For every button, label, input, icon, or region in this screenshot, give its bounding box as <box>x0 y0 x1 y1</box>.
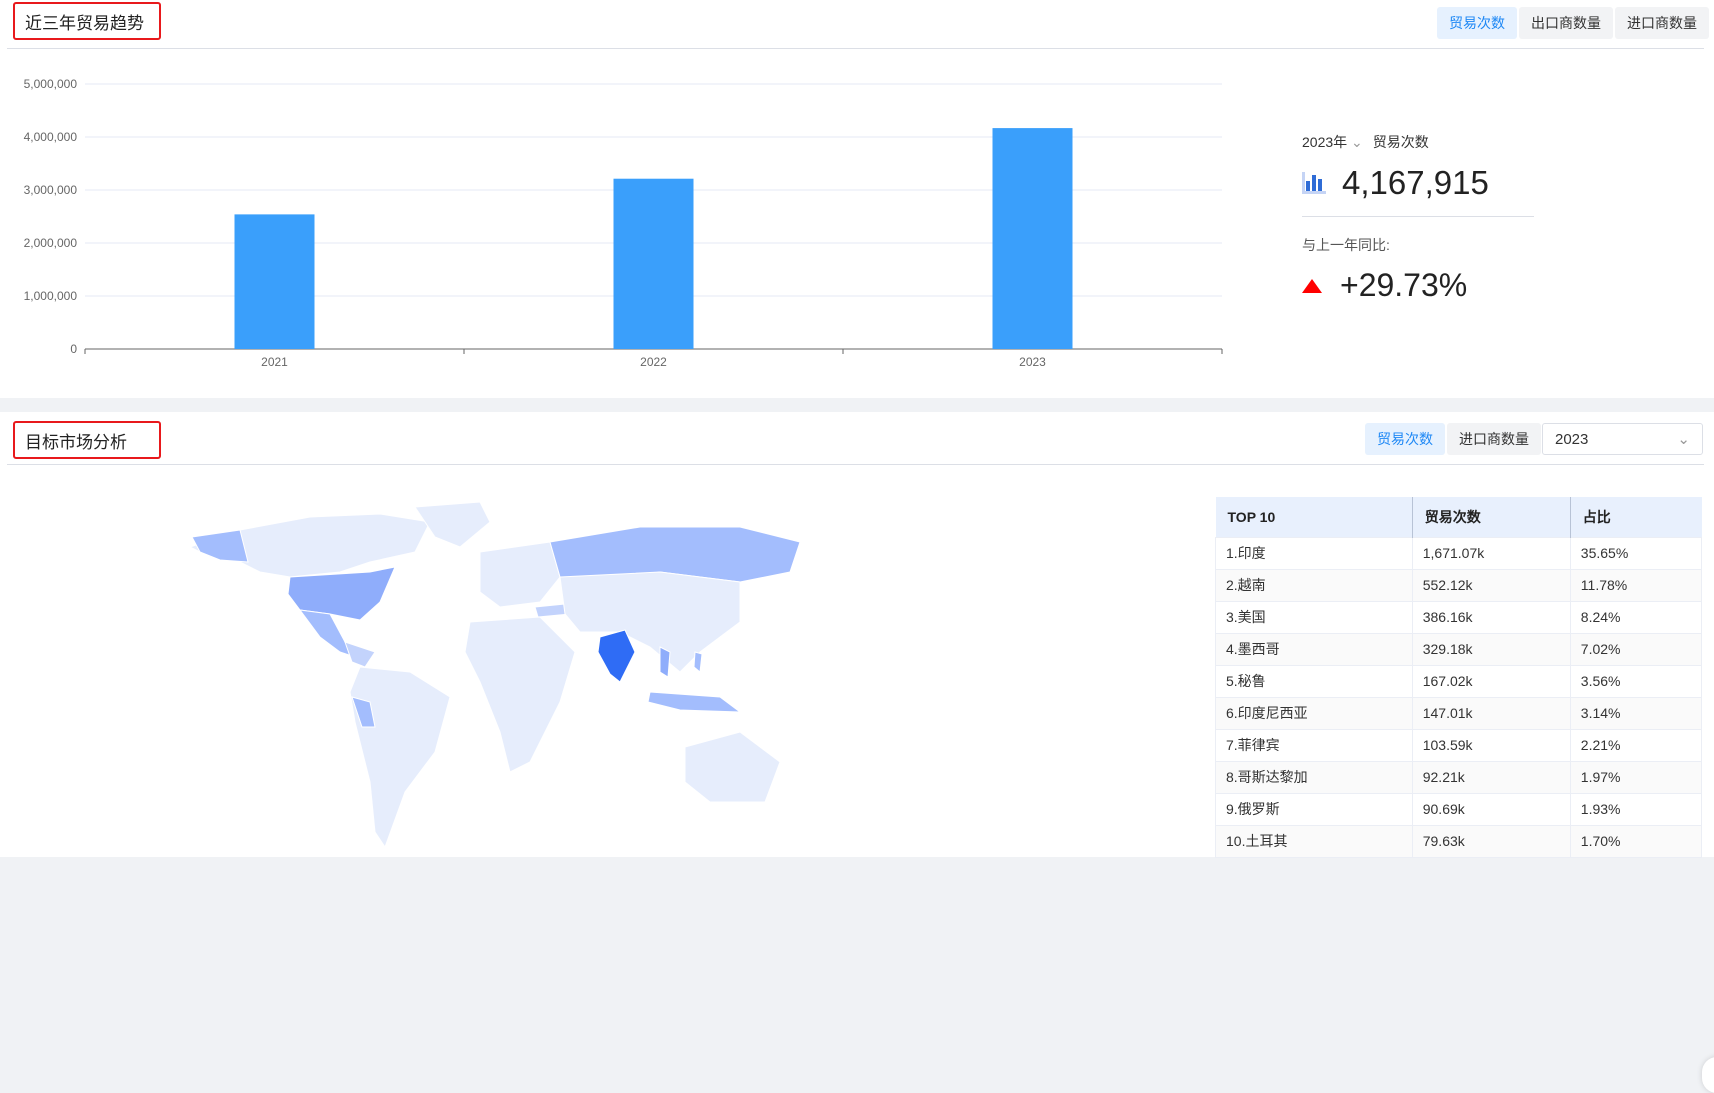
table-row: 3.美国 386.16k 8.24% <box>1215 600 1703 634</box>
country-cell: 7.菲律宾 <box>1215 728 1413 762</box>
tab-exporter-count[interactable]: 出口商数量 <box>1519 7 1613 39</box>
country-cell: 2.越南 <box>1215 568 1413 602</box>
y-tick-label: 1,000,000 <box>24 289 78 303</box>
top10-table: TOP 10 贸易次数 占比 1.印度 1,671.07k 35.65% 2.越南 552.… <box>1215 497 1703 858</box>
market-title: 目标市场分析 <box>13 421 161 459</box>
map-region-europe <box>479 541 561 608</box>
table-row: 9.俄罗斯 90.69k 1.93% <box>1215 792 1703 826</box>
map-region-africa <box>464 616 576 773</box>
table-row: 5.秘鲁 167.02k 3.56% <box>1215 664 1703 698</box>
share-cell: 2.21% <box>1569 728 1703 762</box>
country-cell: 6.印度尼西亚 <box>1215 696 1413 730</box>
trade-count-cell: 1,671.07k <box>1411 536 1571 570</box>
map-region-alaska <box>191 529 249 563</box>
map-region-north-america <box>188 513 431 578</box>
trade-count-cell: 329.18k <box>1411 632 1571 666</box>
kpi-card: 2023年 ⌄ 贸易次数 4,167,915 与上一年同比: +29.73% <box>1302 132 1534 304</box>
map-region-peru <box>351 696 376 728</box>
trade-count-cell: 79.63k <box>1411 824 1571 858</box>
kpi-value: 4,167,915 <box>1342 164 1489 201</box>
y-tick-label: 0 <box>70 342 77 356</box>
trade-count-cell: 92.21k <box>1411 760 1571 794</box>
country-cell: 5.秘鲁 <box>1215 664 1413 698</box>
bar-chart-icon <box>1302 172 1326 194</box>
chevron-down-icon: ⌄ <box>1677 431 1690 448</box>
y-tick-label: 5,000,000 <box>24 77 78 91</box>
tab-importer-count[interactable]: 进口商数量 <box>1615 7 1709 39</box>
map-region-philippines <box>693 651 703 673</box>
bar-2021[interactable] <box>234 214 315 349</box>
world-map <box>188 502 801 849</box>
share-cell: 35.65% <box>1569 536 1703 570</box>
table-header: TOP 10 <box>1215 497 1413 537</box>
trade-count-cell: 103.59k <box>1411 728 1571 762</box>
trend-tabs: 贸易次数 出口商数量 进口商数量 <box>1437 7 1709 39</box>
table-row: 7.菲律宾 103.59k 2.21% <box>1215 728 1703 762</box>
y-tick-label: 4,000,000 <box>24 130 78 144</box>
share-cell: 8.24% <box>1569 600 1703 634</box>
trend-title: 近三年贸易趋势 <box>13 2 161 40</box>
x-tick-label: 2022 <box>640 355 667 369</box>
map-region-indonesia <box>647 691 742 713</box>
y-tick-label: 2,000,000 <box>24 236 78 250</box>
tab-trade-count[interactable]: 贸易次数 <box>1437 7 1517 39</box>
bar-2022[interactable] <box>613 178 694 349</box>
trade-trend-panel: 近三年贸易趋势 贸易次数 出口商数量 进口商数量 0 1,000,000 2,000… <box>0 0 1714 398</box>
arrow-up-icon <box>1302 278 1322 293</box>
table-row: 1.印度 1,671.07k 35.65% <box>1215 536 1703 570</box>
y-tick-label: 3,000,000 <box>24 183 78 197</box>
divider <box>7 464 1704 465</box>
share-cell: 11.78% <box>1569 568 1703 602</box>
market-tabs: 贸易次数 进口商数量 <box>1365 423 1541 455</box>
trade-count-cell: 90.69k <box>1411 792 1571 826</box>
table-header: 贸易次数 <box>1412 497 1571 537</box>
country-cell: 8.哥斯达黎加 <box>1215 760 1413 794</box>
share-cell: 3.56% <box>1569 664 1703 698</box>
x-tick-label: 2023 <box>1019 355 1046 369</box>
trade-count-cell: 552.12k <box>1411 568 1571 602</box>
share-cell: 7.02% <box>1569 632 1703 666</box>
trade-count-cell: 167.02k <box>1411 664 1571 698</box>
trade-count-cell: 147.01k <box>1411 696 1571 730</box>
divider <box>1302 216 1534 217</box>
trade-count-cell: 386.16k <box>1411 600 1571 634</box>
tab-trade-count[interactable]: 贸易次数 <box>1365 423 1445 455</box>
year-dropdown[interactable]: 2023年 ⌄ <box>1302 134 1363 150</box>
floating-tool-button[interactable] <box>1702 1057 1714 1093</box>
table-row: 4.墨西哥 329.18k 7.02% <box>1215 632 1703 666</box>
country-cell: 10.土耳其 <box>1215 824 1413 858</box>
share-cell: 1.70% <box>1569 824 1703 858</box>
share-cell: 3.14% <box>1569 696 1703 730</box>
map-region-usa <box>287 566 396 621</box>
map-region-south-america <box>349 666 451 849</box>
map-region-greenland <box>414 502 491 548</box>
year-select[interactable]: 2023 ⌄ <box>1542 423 1703 455</box>
kpi-metric-label: 贸易次数 <box>1372 134 1429 150</box>
map-region-vietnam <box>659 646 671 678</box>
share-cell: 1.97% <box>1569 760 1703 794</box>
country-cell: 4.墨西哥 <box>1215 632 1413 666</box>
trend-bar-chart: 0 1,000,000 2,000,000 3,000,000 4,000,000 5,0… <box>24 77 1223 369</box>
map-region-india <box>597 629 636 683</box>
country-cell: 1.印度 <box>1215 536 1413 570</box>
country-cell: 3.美国 <box>1215 600 1413 634</box>
chevron-down-icon: ⌄ <box>1351 134 1363 150</box>
table-header: 占比 <box>1570 497 1702 537</box>
table-row: 2.越南 552.12k 11.78% <box>1215 568 1703 602</box>
table-row: 6.印度尼西亚 147.01k 3.14% <box>1215 696 1703 730</box>
target-market-panel: 目标市场分析 贸易次数 进口商数量 2023 ⌄ TOP 10 贸易 <box>0 412 1714 1093</box>
compare-label: 与上一年同比: <box>1302 237 1390 253</box>
x-tick-label: 2021 <box>261 355 288 369</box>
map-region-asia <box>559 571 741 673</box>
share-cell: 1.93% <box>1569 792 1703 826</box>
tab-importer-count[interactable]: 进口商数量 <box>1447 423 1541 455</box>
country-cell: 9.俄罗斯 <box>1215 792 1413 826</box>
change-value: +29.73% <box>1340 267 1468 303</box>
divider <box>7 48 1704 49</box>
table-row: 10.土耳其 79.63k 1.70% <box>1215 824 1703 858</box>
map-region-central-america <box>344 641 376 668</box>
map-region-australia <box>684 731 781 803</box>
table-row: 8.哥斯达黎加 92.21k 1.97% <box>1215 760 1703 794</box>
bar-2023[interactable] <box>992 128 1073 349</box>
